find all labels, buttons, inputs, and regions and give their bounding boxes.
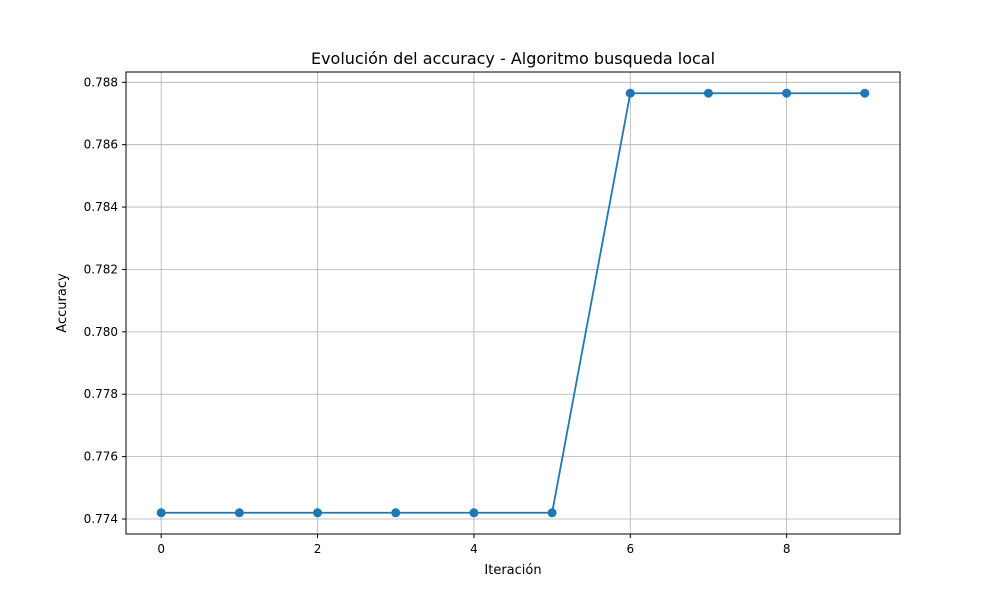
y-tick-label: 0.778 — [84, 387, 118, 401]
y-tick-label: 0.780 — [84, 325, 118, 339]
data-point — [234, 508, 244, 518]
x-tick-label: 4 — [470, 542, 478, 556]
y-axis-label: Accuracy — [55, 273, 70, 333]
y-tick-label: 0.774 — [84, 512, 118, 526]
axis-ticks: 0 2 4 6 8 0.774 0.776 0.778 0.780 0.782 0.784 0.786… — [84, 75, 791, 556]
y-tick-label: 0.786 — [84, 138, 118, 152]
x-tick-label: 2 — [314, 542, 322, 556]
y-tick-label: 0.776 — [84, 450, 118, 464]
x-tick-label: 6 — [626, 542, 634, 556]
x-tick-label: 8 — [783, 542, 791, 556]
x-axis-label: Iteración — [484, 563, 541, 578]
data-point — [313, 508, 323, 518]
y-tick-label: 0.788 — [84, 75, 118, 89]
y-tick-label: 0.784 — [84, 200, 118, 214]
data-point — [782, 88, 792, 98]
data-point — [156, 508, 166, 518]
grid-lines — [126, 72, 900, 534]
data-point — [860, 88, 870, 98]
plot-frame — [125, 71, 901, 535]
data-point — [469, 508, 479, 518]
data-point — [391, 508, 401, 518]
series-layer — [156, 88, 870, 518]
data-point — [625, 88, 635, 98]
y-tick-label: 0.782 — [84, 262, 118, 276]
x-tick-label: 0 — [157, 542, 165, 556]
data-point — [703, 88, 713, 98]
series-line — [161, 92, 865, 514]
chart-title: Evolución del accuracy - Algoritmo busqu… — [311, 49, 715, 68]
data-point — [547, 508, 557, 518]
